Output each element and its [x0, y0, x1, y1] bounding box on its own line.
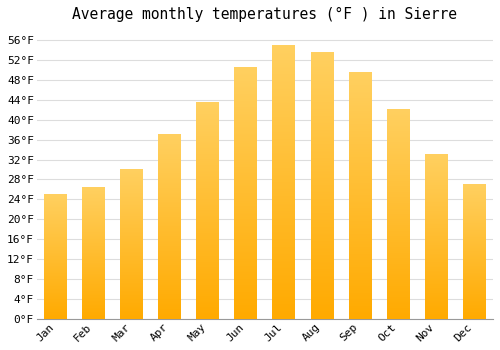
Bar — [234, 68, 258, 319]
Bar — [348, 72, 372, 319]
Bar — [196, 102, 220, 319]
Bar — [310, 52, 334, 319]
Bar — [158, 135, 181, 319]
Bar — [120, 169, 143, 319]
Bar — [386, 110, 409, 319]
Bar — [272, 45, 295, 319]
Bar — [424, 155, 448, 319]
Bar — [82, 187, 105, 319]
Title: Average monthly temperatures (°F ) in Sierre: Average monthly temperatures (°F ) in Si… — [72, 7, 458, 22]
Bar — [462, 184, 485, 319]
Bar — [44, 194, 67, 319]
